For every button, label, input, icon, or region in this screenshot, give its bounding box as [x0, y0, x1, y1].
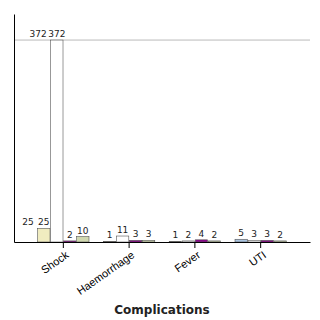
x-tick-label: UTI	[247, 248, 268, 268]
data-label: 3	[146, 229, 152, 239]
y-axis-line	[14, 15, 15, 243]
bar	[208, 241, 220, 242]
bar	[182, 241, 194, 242]
data-label: 1	[173, 230, 179, 240]
data-label: 2	[277, 230, 283, 240]
bar	[261, 240, 273, 242]
annotation: 372	[29, 29, 46, 39]
bar	[103, 241, 115, 242]
bar	[77, 237, 89, 242]
data-label: 5	[238, 228, 244, 238]
x-tick-mark	[194, 242, 195, 248]
bar	[116, 236, 128, 242]
x-tick-mark	[63, 242, 64, 248]
chart: 25115372112323431032237225ShockHaemorrha…	[0, 0, 320, 320]
bar	[169, 241, 181, 242]
data-label: 2	[212, 230, 218, 240]
data-label: 10	[77, 226, 89, 236]
bar	[38, 228, 50, 242]
bar	[274, 241, 286, 242]
x-tick-mark	[129, 242, 130, 248]
y-axis	[14, 15, 15, 243]
bar	[129, 240, 141, 242]
plot: 25115372112323431032237225ShockHaemorrha…	[14, 15, 311, 318]
x-tick: UTI	[247, 242, 268, 268]
data-label: 3	[251, 229, 257, 239]
bar	[51, 40, 63, 242]
bar	[248, 240, 260, 242]
annotation: 25	[22, 217, 33, 227]
data-label: 25	[38, 217, 49, 227]
x-tick-label: Shock	[39, 248, 71, 276]
x-tick-mark	[260, 242, 261, 248]
data-label: 1	[107, 230, 113, 240]
x-axis-title: Complications	[114, 303, 209, 317]
x-tick-label: Haemorrhage	[75, 248, 137, 296]
x-tick: Fever	[172, 242, 202, 274]
x-tick-label: Fever	[172, 248, 202, 274]
data-label: 2	[186, 230, 192, 240]
bar	[142, 240, 154, 242]
bar	[195, 240, 207, 242]
data-labels: 251153721123234310322	[38, 29, 283, 240]
bar	[64, 241, 76, 242]
data-label: 2	[67, 230, 73, 240]
x-axis-line	[15, 242, 311, 243]
x-axis: ShockHaemorrhage Fever UTI	[15, 242, 311, 297]
data-label: 3	[133, 229, 139, 239]
data-label: 4	[199, 229, 205, 239]
data-label: 11	[117, 225, 128, 235]
marks	[14, 40, 310, 242]
bar	[235, 239, 247, 242]
x-tick: Shock	[39, 242, 71, 276]
x-tick: Haemorrhage	[75, 242, 137, 297]
data-label: 372	[48, 29, 65, 39]
data-label: 3	[264, 229, 270, 239]
